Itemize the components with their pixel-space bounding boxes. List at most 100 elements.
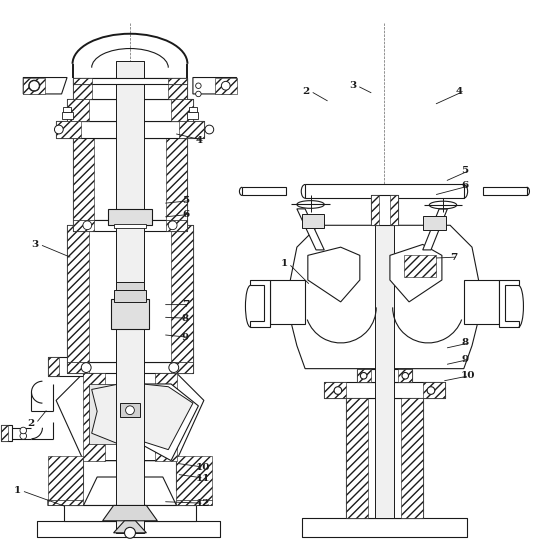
Bar [67, 362, 89, 373]
Bar [23, 77, 45, 94]
Bar [111, 299, 149, 329]
Bar [404, 255, 437, 277]
Text: 6: 6 [182, 210, 189, 219]
Bar [2, 425, 8, 441]
Bar [390, 195, 398, 225]
Text: 1: 1 [280, 259, 288, 268]
Polygon shape [23, 77, 67, 94]
Bar [371, 195, 379, 225]
Bar [189, 106, 197, 112]
Bar [48, 500, 84, 506]
Bar [67, 225, 193, 362]
Bar [73, 138, 95, 220]
Bar [324, 382, 444, 398]
Bar [346, 398, 368, 518]
Bar [324, 382, 346, 398]
Circle shape [196, 83, 201, 88]
Circle shape [83, 221, 92, 230]
Bar [56, 122, 81, 138]
Text: 4: 4 [455, 87, 463, 96]
Polygon shape [56, 373, 204, 460]
Text: 1: 1 [13, 486, 21, 495]
Circle shape [20, 427, 26, 434]
Bar [371, 195, 398, 225]
Bar [302, 518, 466, 537]
Polygon shape [103, 506, 157, 521]
Bar [73, 77, 92, 100]
Polygon shape [250, 280, 270, 326]
Polygon shape [113, 521, 146, 533]
Bar [113, 223, 146, 228]
Text: 2: 2 [28, 419, 35, 428]
Bar [464, 280, 499, 324]
Bar [302, 518, 466, 537]
Text: 10: 10 [461, 371, 476, 380]
Bar [119, 403, 140, 417]
Bar [73, 138, 188, 220]
Bar [56, 122, 204, 138]
Polygon shape [141, 384, 199, 460]
Circle shape [29, 80, 40, 91]
Circle shape [221, 81, 230, 90]
Text: 3: 3 [349, 81, 356, 90]
Circle shape [205, 125, 214, 134]
Bar [64, 506, 196, 521]
Bar [48, 357, 84, 376]
Bar [177, 456, 212, 500]
Text: 5: 5 [461, 166, 468, 175]
Bar [346, 398, 423, 518]
Text: 6: 6 [461, 181, 468, 190]
Bar [166, 220, 188, 231]
Polygon shape [89, 384, 119, 444]
Bar [168, 77, 188, 100]
Circle shape [124, 528, 135, 538]
Circle shape [360, 372, 367, 379]
Bar [2, 425, 12, 441]
Text: 5: 5 [182, 196, 189, 205]
Bar [48, 357, 59, 376]
Bar [168, 77, 188, 84]
Bar [67, 225, 89, 362]
Circle shape [81, 363, 91, 372]
Circle shape [20, 433, 26, 439]
Bar [305, 184, 464, 198]
Bar [423, 382, 444, 398]
Bar [155, 373, 177, 460]
Bar [171, 100, 193, 122]
Bar [73, 220, 188, 231]
Bar [63, 106, 71, 112]
Text: 4: 4 [196, 136, 203, 145]
Polygon shape [423, 209, 447, 250]
Bar [67, 100, 193, 122]
Text: 10: 10 [196, 463, 210, 472]
Bar [67, 362, 193, 373]
Polygon shape [84, 477, 177, 506]
Bar [73, 77, 188, 84]
Bar [398, 368, 412, 382]
Bar [67, 100, 89, 122]
Bar [357, 368, 412, 382]
Polygon shape [499, 280, 519, 326]
Bar [423, 216, 446, 230]
Bar [37, 521, 221, 537]
Circle shape [125, 406, 134, 414]
Bar [166, 138, 188, 220]
Bar [113, 290, 146, 302]
Text: 12: 12 [196, 499, 210, 508]
Bar [62, 112, 73, 119]
Text: 8: 8 [182, 314, 189, 323]
Polygon shape [92, 384, 119, 444]
Polygon shape [142, 384, 193, 450]
Text: 2: 2 [302, 87, 310, 96]
Polygon shape [193, 77, 236, 94]
Polygon shape [286, 225, 483, 368]
Text: 7: 7 [182, 300, 189, 309]
Bar [48, 456, 84, 500]
Bar [171, 362, 193, 373]
Polygon shape [48, 460, 212, 506]
Bar [37, 521, 221, 537]
Bar [84, 373, 106, 460]
Bar [171, 225, 193, 362]
Bar [116, 61, 144, 533]
Text: 9: 9 [182, 333, 189, 342]
